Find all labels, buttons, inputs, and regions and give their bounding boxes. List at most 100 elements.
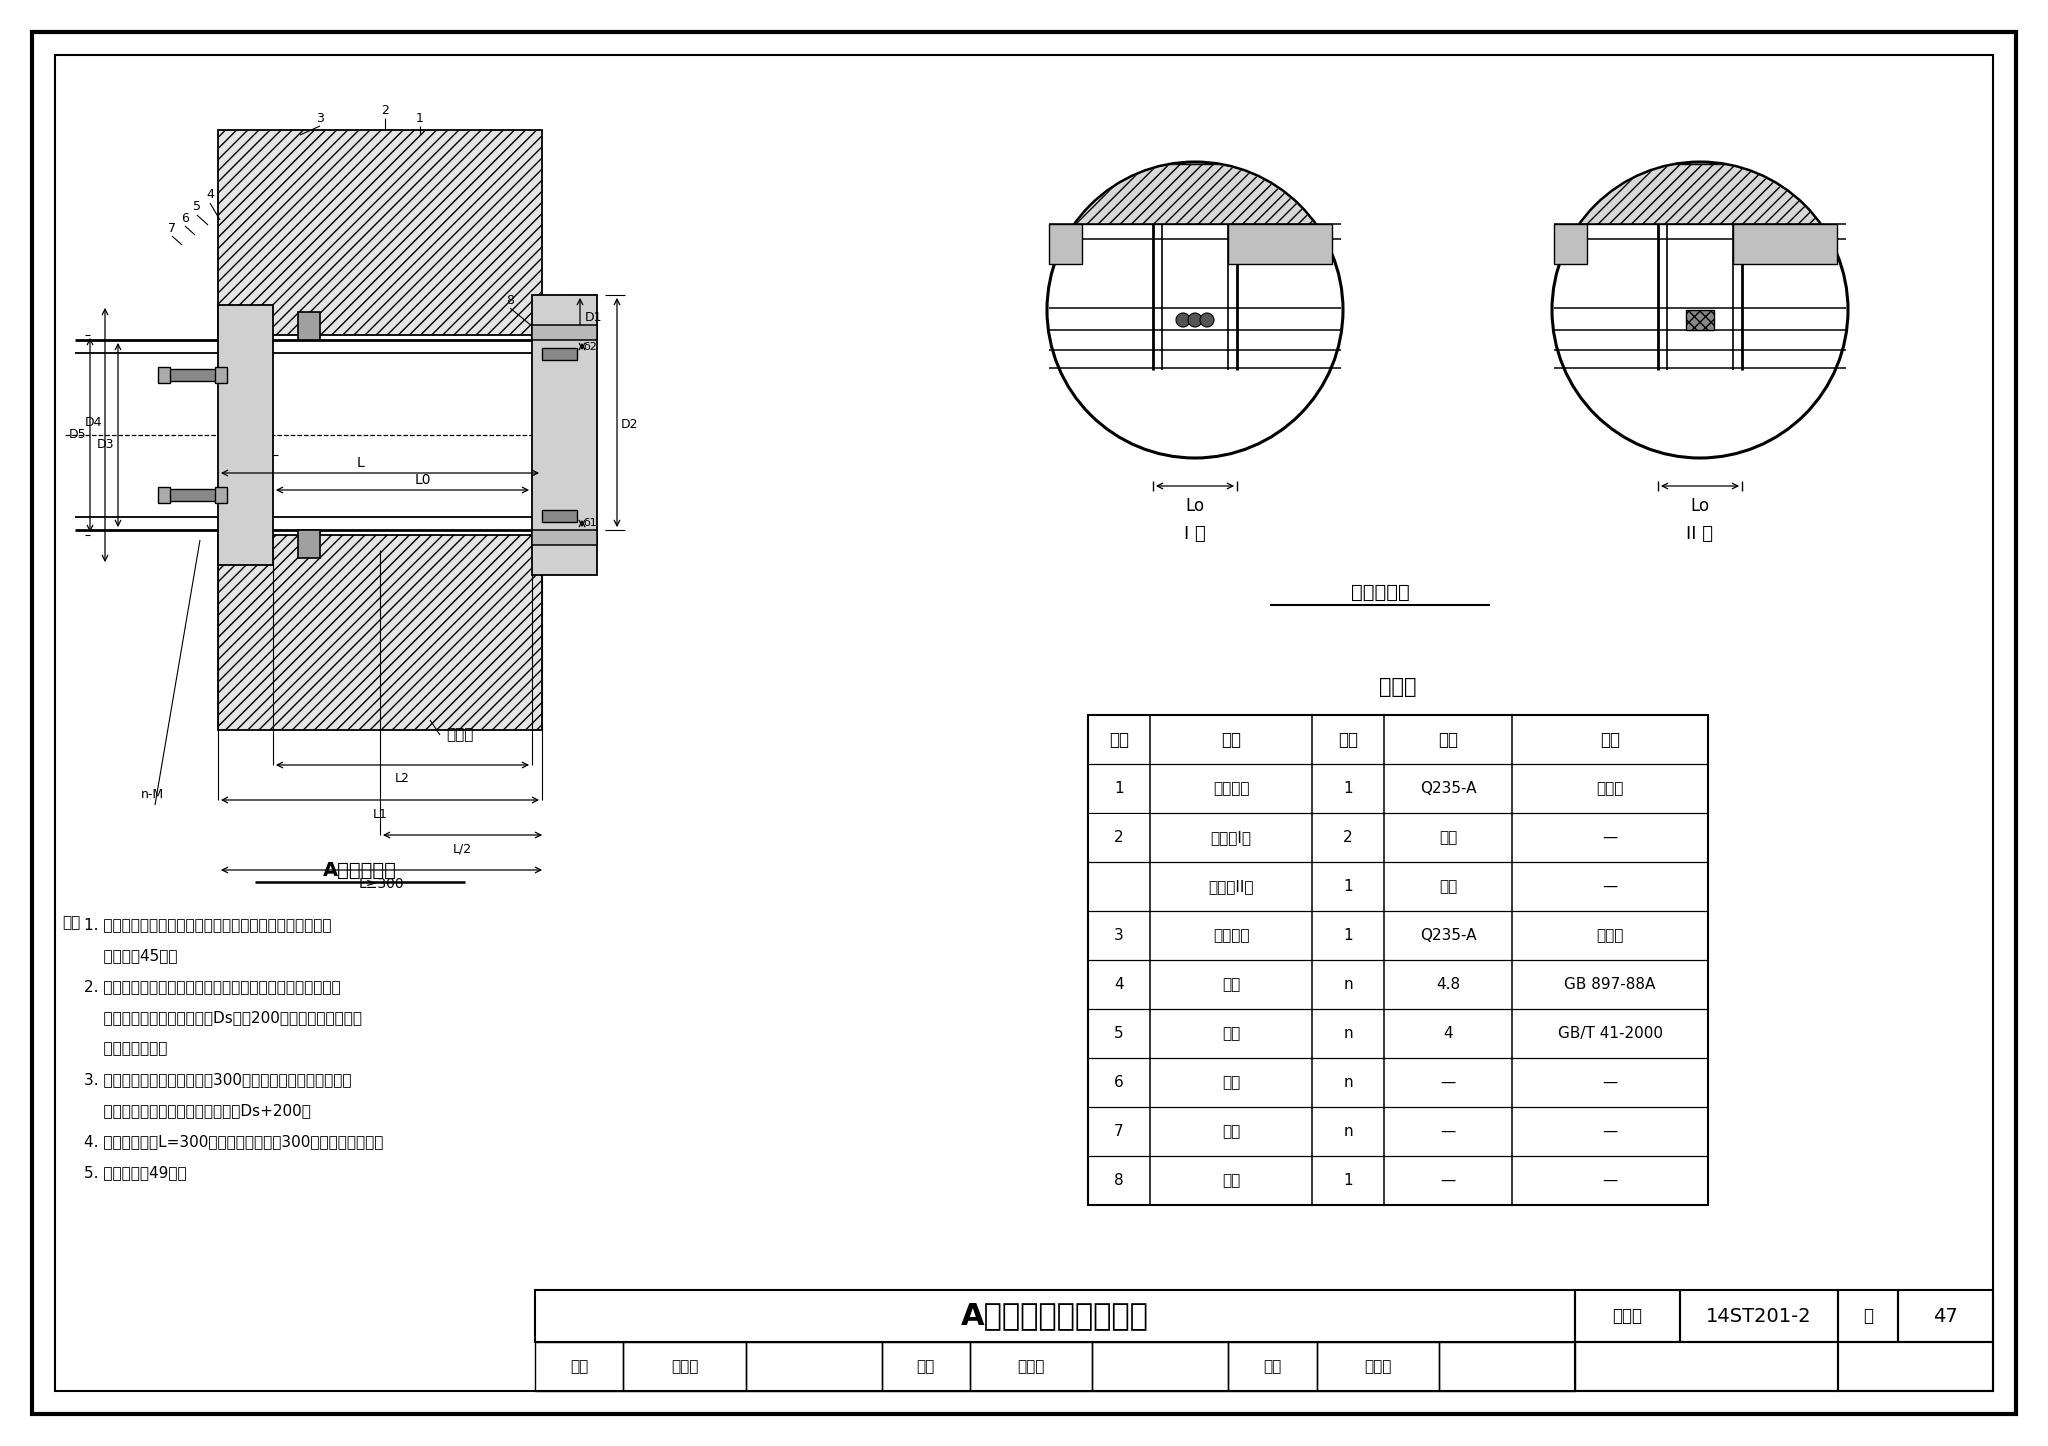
Text: 3: 3	[1114, 928, 1124, 943]
Text: Lo: Lo	[1186, 497, 1204, 515]
Text: 2: 2	[1343, 830, 1354, 844]
Text: D5: D5	[70, 428, 86, 441]
Text: 数量: 数量	[1337, 730, 1358, 749]
Bar	[543, 510, 578, 522]
Text: —: —	[1440, 1173, 1456, 1189]
Text: 2: 2	[1114, 830, 1124, 844]
Circle shape	[1200, 312, 1214, 327]
Bar	[1898, 1290, 1993, 1342]
Bar	[217, 535, 543, 730]
Bar	[543, 348, 578, 360]
Text: 材料: 材料	[1438, 730, 1458, 749]
Bar	[532, 295, 598, 576]
Text: 密封圈II型: 密封圈II型	[1208, 879, 1253, 894]
Bar	[1575, 1290, 1679, 1342]
Text: L1: L1	[373, 807, 387, 820]
Bar	[299, 312, 319, 340]
Bar	[1229, 1342, 1317, 1391]
Text: 4: 4	[1444, 1027, 1452, 1041]
Text: 注：: 注：	[61, 915, 80, 930]
Text: 名称: 名称	[1221, 730, 1241, 749]
Text: 螺母: 螺母	[1223, 1027, 1241, 1041]
Text: Q235-A: Q235-A	[1419, 781, 1477, 795]
Text: A型柔性防水套管安装: A型柔性防水套管安装	[961, 1301, 1149, 1330]
Text: 2: 2	[1114, 830, 1124, 844]
Bar	[1837, 1342, 1993, 1391]
Text: 两边加厚，加厚部分的直径至少为Ds+200。: 两边加厚，加厚部分的直径至少为Ds+200。	[84, 1103, 311, 1118]
Text: 1: 1	[416, 111, 424, 124]
Text: 校对: 校对	[918, 1359, 936, 1374]
Text: 6: 6	[1114, 1074, 1124, 1090]
Text: 材料表: 材料表	[1378, 677, 1417, 697]
Bar	[1090, 814, 1149, 860]
Text: 14ST201-2: 14ST201-2	[1706, 1307, 1812, 1326]
Text: D4: D4	[84, 416, 102, 429]
Text: 橡胶: 橡胶	[1440, 830, 1456, 844]
Text: L2: L2	[395, 772, 410, 785]
Text: 审核: 审核	[569, 1359, 588, 1374]
Text: 1: 1	[1343, 928, 1354, 943]
Text: 5. 尺寸表见第49页。: 5. 尺寸表见第49页。	[84, 1165, 186, 1180]
Text: L0: L0	[414, 473, 430, 487]
Text: 钉管: 钉管	[1223, 1173, 1241, 1189]
Bar	[535, 1342, 623, 1391]
Bar	[164, 369, 217, 380]
Text: 次浇固于墙内。: 次浇固于墙内。	[84, 1041, 168, 1056]
Text: L/2: L/2	[453, 843, 471, 856]
Text: 平垫: 平垫	[1223, 1124, 1241, 1139]
Text: —: —	[1602, 1173, 1618, 1189]
Text: 霍立国: 霍立国	[1364, 1359, 1391, 1374]
Bar	[164, 489, 217, 500]
Bar	[158, 487, 170, 503]
Bar	[1575, 1342, 1837, 1391]
Text: —: —	[1602, 830, 1618, 844]
Bar	[215, 487, 227, 503]
Text: 1: 1	[1343, 1173, 1354, 1189]
Text: —: —	[1602, 879, 1618, 894]
Bar	[215, 367, 227, 383]
Text: 橡胶: 橡胶	[1440, 879, 1456, 894]
Text: 4: 4	[1114, 977, 1124, 992]
Text: Lo: Lo	[1690, 497, 1710, 515]
Text: D2: D2	[621, 418, 639, 431]
Text: 8: 8	[506, 294, 514, 307]
Text: II 型: II 型	[1686, 525, 1714, 544]
Text: L≥300: L≥300	[358, 878, 403, 891]
Circle shape	[1047, 162, 1343, 458]
Text: GB/T 41-2000: GB/T 41-2000	[1556, 1027, 1663, 1041]
Text: 3. 穿管处混凝土墙厚应不小于300，否则应使墙壁一边加厚或: 3. 穿管处混凝土墙厚应不小于300，否则应使墙壁一边加厚或	[84, 1071, 352, 1087]
Bar	[1837, 1290, 1898, 1342]
Bar	[532, 531, 598, 545]
Text: 4. 套管的重量以L=300计算，如墙厚大于300时，应另行计算。: 4. 套管的重量以L=300计算，如墙厚大于300时，应另行计算。	[84, 1134, 383, 1150]
Text: —: —	[1602, 1124, 1618, 1139]
Text: 8: 8	[1114, 1173, 1124, 1189]
Text: 1: 1	[1114, 781, 1124, 795]
Text: —: —	[1440, 1074, 1456, 1090]
Text: 页: 页	[1864, 1307, 1874, 1325]
Bar	[1440, 1342, 1575, 1391]
Circle shape	[1176, 312, 1190, 327]
Bar	[883, 1342, 971, 1391]
Text: 焊接件: 焊接件	[1595, 928, 1624, 943]
Text: n: n	[1343, 977, 1354, 992]
Text: 密封圈结构: 密封圈结构	[1350, 583, 1409, 602]
Text: 法兰套管: 法兰套管	[1212, 781, 1249, 795]
Text: D1: D1	[584, 311, 602, 324]
Text: n-M: n-M	[141, 788, 164, 801]
Text: 做法见第45页。: 做法见第45页。	[84, 949, 178, 963]
Text: 序号: 序号	[1110, 730, 1128, 749]
Text: 赵际顺: 赵际顺	[1018, 1359, 1044, 1374]
Bar	[1317, 1342, 1440, 1391]
Bar	[535, 1290, 1575, 1342]
Text: δ1: δ1	[584, 519, 596, 528]
Text: Q235-A: Q235-A	[1419, 928, 1477, 943]
Bar	[299, 531, 319, 558]
Text: 4: 4	[207, 188, 213, 201]
Text: 7: 7	[168, 221, 176, 234]
Bar	[217, 130, 543, 335]
Text: L: L	[356, 455, 365, 470]
Text: I 型: I 型	[1184, 525, 1206, 544]
Text: 弹垫: 弹垫	[1223, 1074, 1241, 1090]
Text: 图集号: 图集号	[1612, 1307, 1642, 1325]
Text: 2. 套管穿墙处如遇非混凝土墙壁时，应局部改用混凝土墙壁，: 2. 套管穿墙处如遇非混凝土墙壁时，应局部改用混凝土墙壁，	[84, 979, 340, 993]
